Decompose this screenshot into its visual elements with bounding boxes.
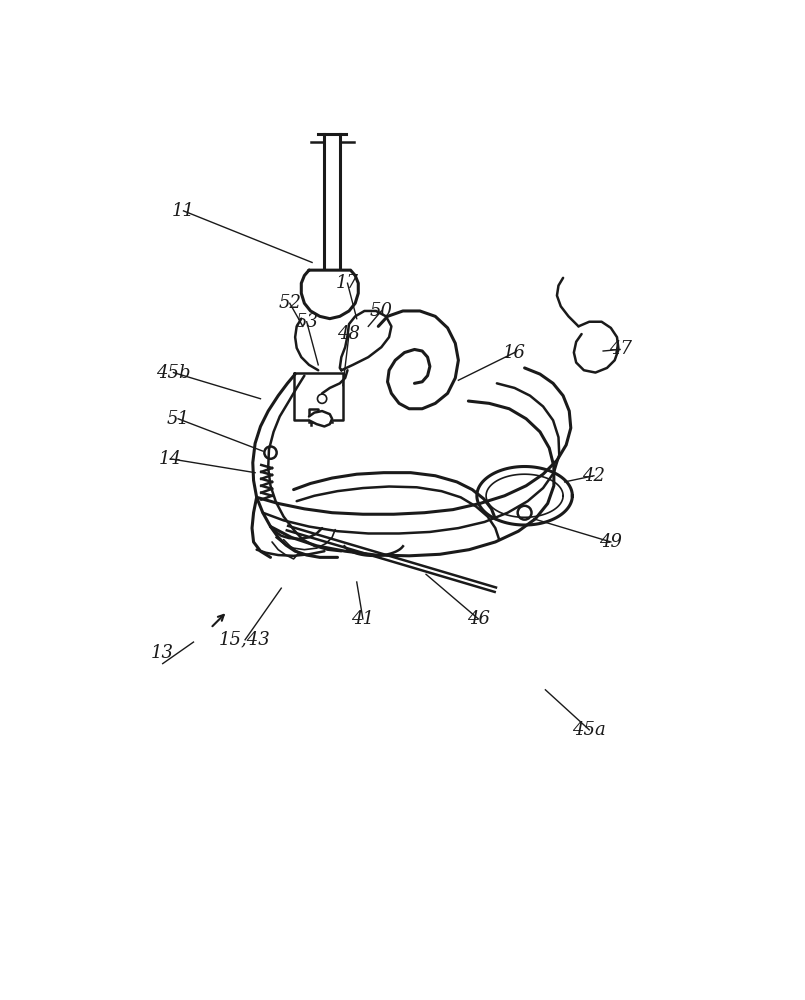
Text: 51: 51 — [167, 410, 190, 428]
Text: 52: 52 — [279, 294, 301, 312]
Text: 53: 53 — [295, 313, 318, 331]
Text: 42: 42 — [582, 467, 605, 485]
Text: 45a: 45a — [572, 721, 606, 739]
Text: 49: 49 — [600, 533, 622, 551]
Text: 11: 11 — [172, 202, 195, 220]
Text: 15,43: 15,43 — [219, 631, 271, 649]
Text: 13: 13 — [151, 644, 174, 662]
Polygon shape — [309, 411, 332, 426]
Text: 47: 47 — [609, 340, 632, 358]
Polygon shape — [301, 270, 358, 319]
Text: 16: 16 — [503, 344, 526, 362]
Polygon shape — [340, 311, 391, 370]
Polygon shape — [477, 467, 572, 525]
Text: 41: 41 — [352, 610, 374, 628]
Polygon shape — [294, 373, 343, 420]
Text: 48: 48 — [337, 325, 361, 343]
Text: 17: 17 — [336, 274, 359, 292]
Text: 50: 50 — [369, 302, 393, 320]
Text: 14: 14 — [159, 450, 182, 468]
Text: 45b: 45b — [156, 364, 191, 382]
Text: 46: 46 — [467, 610, 490, 628]
